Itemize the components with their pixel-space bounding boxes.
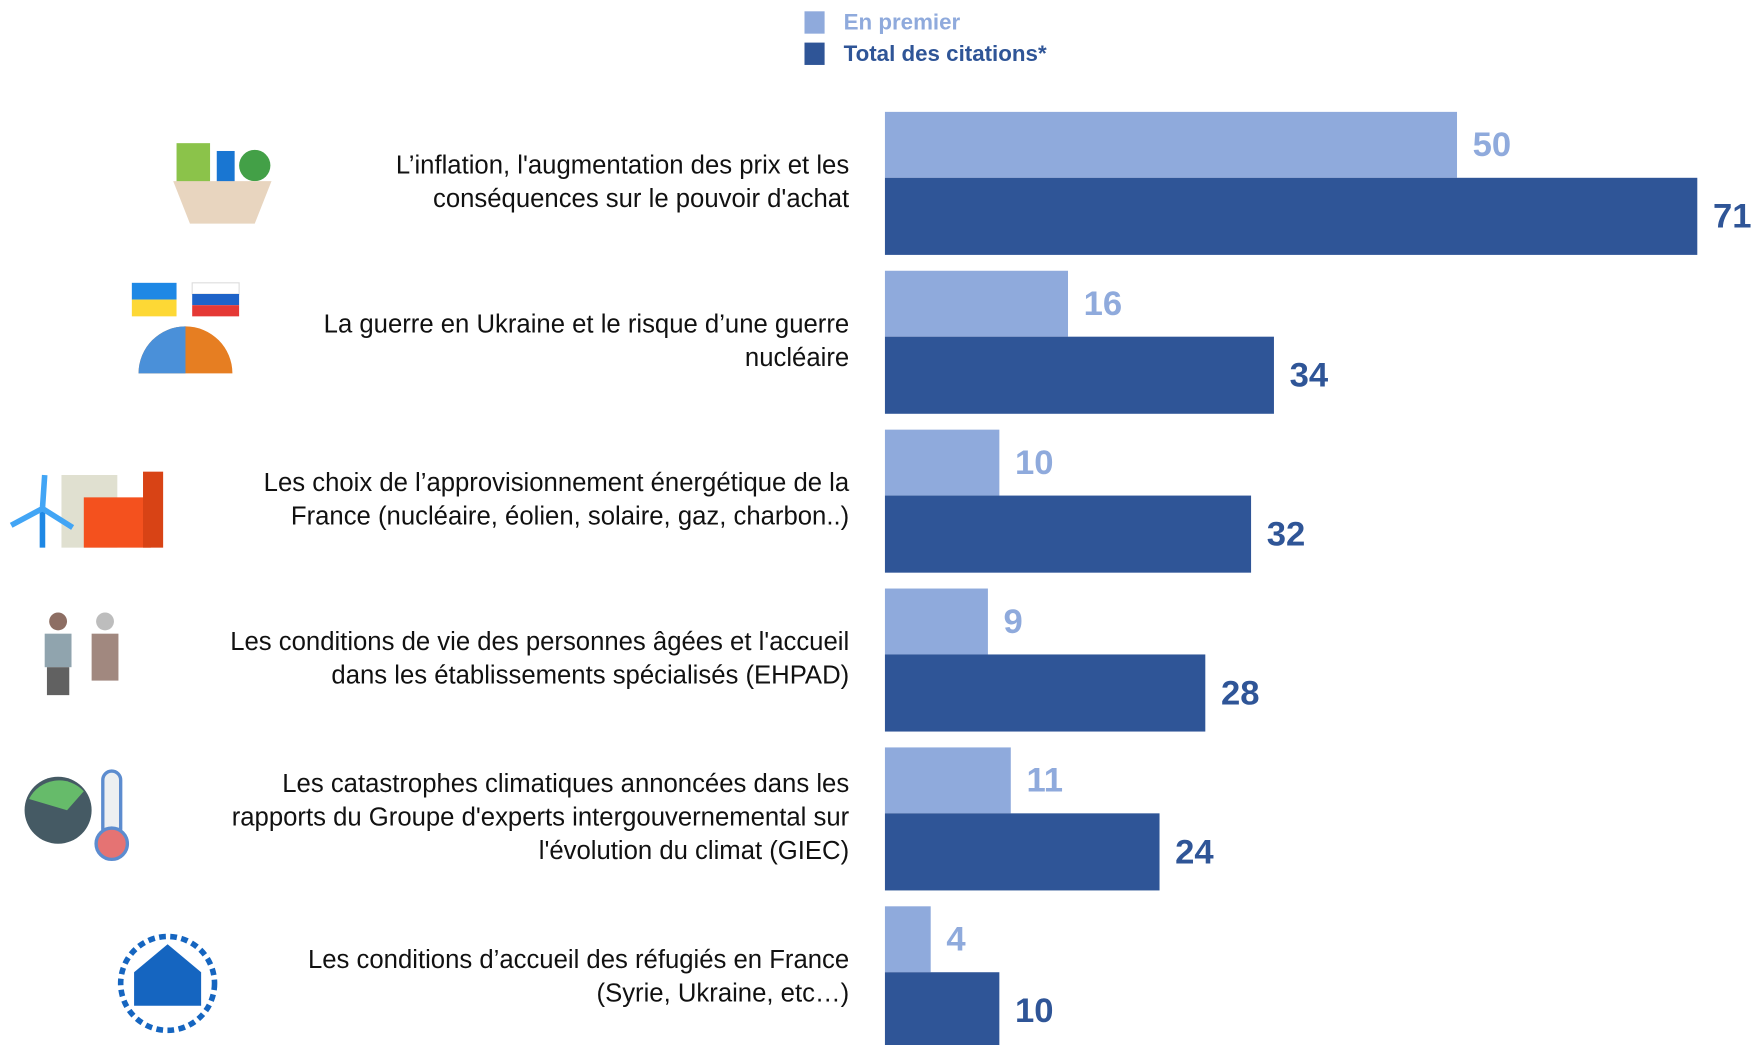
category-label: L’inflation, l'augmentation des prix et … — [396, 151, 849, 179]
category-label: dans les établissements spécialisés (EHP… — [331, 662, 849, 690]
category-label: l'évolution du climat (GIEC) — [539, 837, 849, 865]
icon-refugees — [117, 933, 218, 1034]
category-label: Les catastrophes climatiques annoncées d… — [282, 770, 849, 798]
bar — [884, 270, 1069, 337]
bar — [884, 111, 1458, 178]
bar — [884, 429, 1000, 496]
legend-swatch — [804, 42, 825, 65]
icons — [9, 143, 272, 1034]
bar — [884, 336, 1274, 414]
icon-war — [131, 282, 240, 374]
category-label: (Syrie, Ukraine, etc…) — [597, 979, 850, 1007]
value-label: 34 — [1290, 357, 1329, 395]
legend-swatch — [804, 11, 825, 34]
value-label: 4 — [946, 921, 966, 959]
icon-energy — [9, 471, 164, 548]
legend-label: Total des citations* — [844, 41, 1047, 66]
icon-climate — [24, 769, 130, 862]
value-label: 71 — [1713, 198, 1752, 236]
value-label: 24 — [1175, 833, 1214, 871]
value-label: 10 — [1015, 444, 1054, 482]
bar — [884, 495, 1252, 573]
category-label: conséquences sur le pouvoir d'achat — [433, 185, 849, 213]
legend-label: En premier — [844, 10, 961, 35]
category-label: Les choix de l’approvisionnement énergét… — [264, 469, 850, 497]
value-label: 10 — [1015, 992, 1054, 1030]
category-label: nucléaire — [745, 344, 849, 372]
bar — [884, 588, 988, 655]
category-label: La guerre en Ukraine et le risque d’une … — [324, 310, 850, 338]
bar — [884, 654, 1206, 732]
bar — [884, 813, 1160, 891]
bar — [884, 972, 1000, 1045]
value-label: 11 — [1026, 762, 1063, 800]
value-label: 9 — [1004, 603, 1023, 641]
category-label: rapports du Groupe d'experts intergouver… — [232, 804, 850, 832]
icon-basket — [173, 143, 272, 224]
value-label: 32 — [1267, 515, 1306, 553]
icon-elderly — [44, 612, 119, 696]
value-label: 28 — [1221, 674, 1260, 712]
value-label: 50 — [1473, 126, 1512, 164]
value-label: 16 — [1084, 285, 1123, 323]
bar — [884, 747, 1011, 814]
category-label: Les conditions de vie des personnes âgée… — [230, 628, 849, 656]
bar — [884, 906, 931, 973]
category-label: France (nucléaire, éolien, solaire, gaz,… — [291, 503, 849, 531]
bar — [884, 177, 1698, 255]
category-label: Les conditions d’accueil des réfugiés en… — [308, 946, 849, 974]
